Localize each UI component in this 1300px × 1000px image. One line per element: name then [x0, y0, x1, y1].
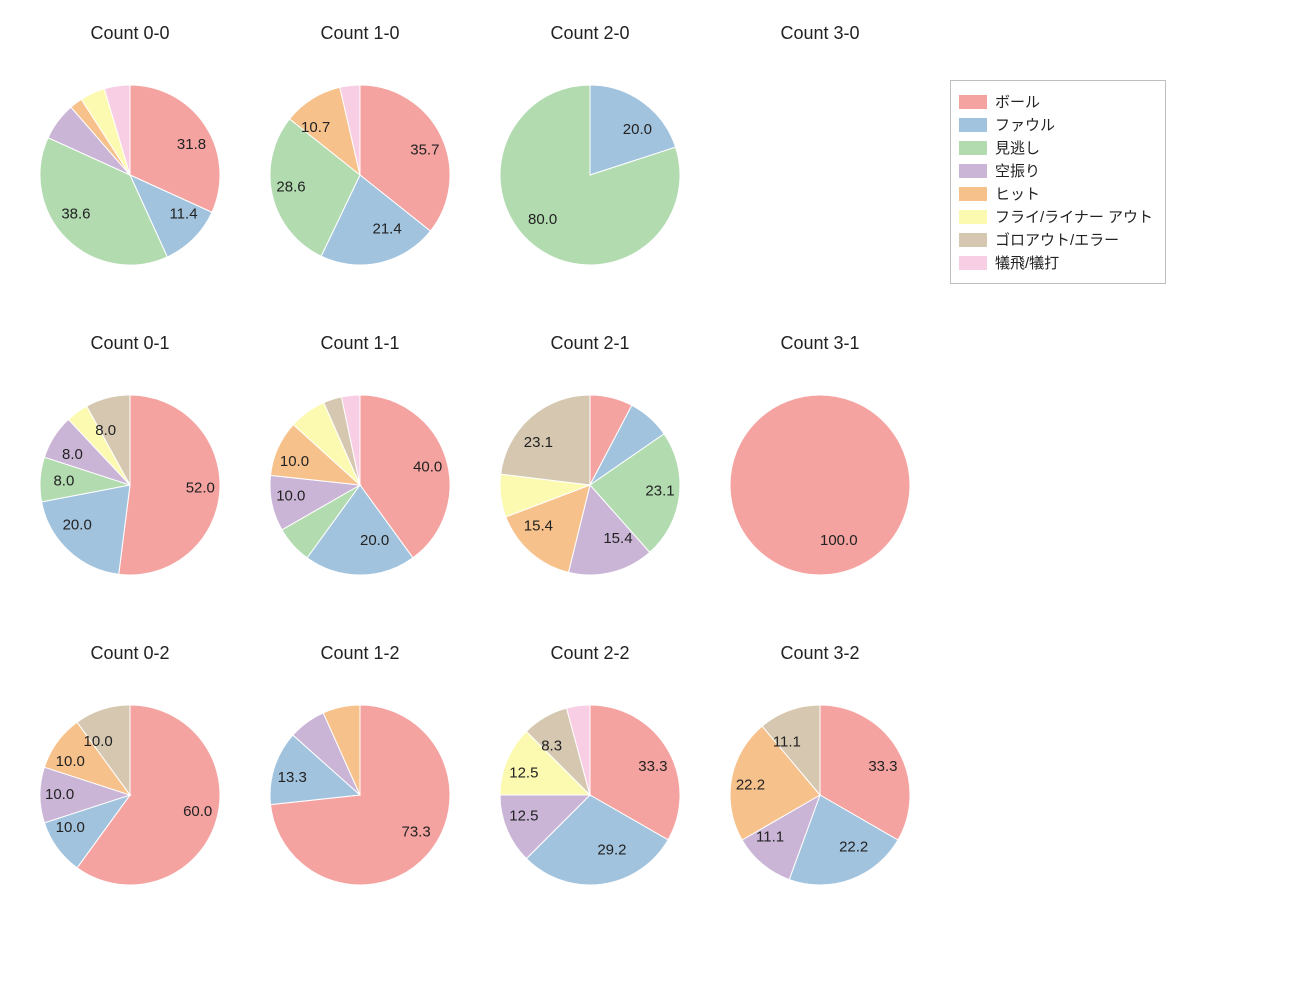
slice-label: 15.4 — [524, 518, 553, 535]
slice-label: 100.0 — [820, 532, 858, 549]
slice-label: 10.7 — [301, 119, 330, 136]
legend-item-ball: ボール — [959, 91, 1153, 112]
legend-item-flyout: フライ/ライナー アウト — [959, 206, 1153, 227]
legend-item-foul: ファウル — [959, 114, 1153, 135]
slice-label: 10.0 — [56, 753, 85, 770]
legend-swatch — [959, 141, 987, 155]
slice-label: 12.5 — [509, 807, 538, 824]
legend-swatch — [959, 210, 987, 224]
slice-label: 73.3 — [402, 823, 431, 840]
legend-swatch — [959, 95, 987, 109]
slice-label: 40.0 — [413, 459, 442, 476]
slice-label: 11.1 — [773, 734, 801, 751]
legend-item-look: 見逃し — [959, 137, 1153, 158]
slice-label: 33.3 — [868, 758, 897, 775]
slice-label: 11.1 — [756, 829, 784, 846]
legend-label: ヒット — [995, 183, 1040, 204]
slice-label: 20.0 — [360, 532, 389, 549]
slice-label: 10.0 — [84, 733, 113, 750]
legend-swatch — [959, 164, 987, 178]
legend: ボールファウル見逃し空振りヒットフライ/ライナー アウトゴロアウト/エラー犠飛/… — [950, 80, 1166, 284]
slice-label: 13.3 — [278, 769, 307, 786]
slice-label: 38.6 — [61, 205, 90, 222]
legend-label: ゴロアウト/エラー — [995, 229, 1119, 250]
legend-swatch — [959, 256, 987, 270]
legend-swatch — [959, 233, 987, 247]
slice-label: 28.6 — [276, 178, 305, 195]
legend-label: 犠飛/犠打 — [995, 252, 1059, 273]
slice-label: 8.0 — [53, 472, 74, 489]
pie-svg-c31: 100.0 — [670, 335, 970, 635]
slice-label: 10.0 — [276, 487, 305, 504]
slice-label: 8.3 — [541, 738, 562, 755]
legend-label: フライ/ライナー アウト — [995, 206, 1153, 227]
pie-c32: Count 3-233.322.211.122.211.1 — [0, 0, 1, 1]
legend-item-ground: ゴロアウト/エラー — [959, 229, 1153, 250]
slice-label: 21.4 — [373, 220, 402, 237]
legend-label: ボール — [995, 91, 1040, 112]
slice-label: 35.7 — [410, 142, 439, 159]
chart-grid: Count 0-031.811.438.6Count 1-035.721.428… — [0, 0, 1300, 1000]
slice-label: 23.1 — [524, 434, 553, 451]
legend-label: ファウル — [995, 114, 1055, 135]
legend-swatch — [959, 187, 987, 201]
slice-label: 15.4 — [603, 530, 632, 547]
slice-label: 29.2 — [597, 841, 626, 858]
legend-swatch — [959, 118, 987, 132]
slice-label: 12.5 — [509, 765, 538, 782]
slice-label: 20.0 — [623, 121, 652, 138]
slice-label: 31.8 — [177, 136, 206, 153]
slice-label: 10.0 — [280, 453, 309, 470]
slice-label: 60.0 — [183, 803, 212, 820]
slice-label: 22.2 — [736, 776, 765, 793]
legend-item-sac: 犠飛/犠打 — [959, 252, 1153, 273]
slice-label: 22.2 — [839, 838, 868, 855]
slice-label: 8.0 — [95, 422, 116, 439]
legend-label: 空振り — [995, 160, 1040, 181]
slice-label: 11.4 — [169, 205, 197, 222]
slice-label: 10.0 — [45, 786, 74, 803]
pie-svg-c30 — [670, 25, 970, 325]
slice-label: 20.0 — [63, 517, 92, 534]
legend-item-hit: ヒット — [959, 183, 1153, 204]
slice-label: 33.3 — [638, 758, 667, 775]
legend-item-swing: 空振り — [959, 160, 1153, 181]
legend-label: 見逃し — [995, 137, 1040, 158]
slice-label: 10.0 — [56, 819, 85, 836]
slice-label: 80.0 — [528, 211, 557, 228]
pie-svg-c32: 33.3 22.2 11.1 22.2 11.1 — [670, 645, 970, 945]
slice-label: 8.0 — [62, 446, 83, 463]
